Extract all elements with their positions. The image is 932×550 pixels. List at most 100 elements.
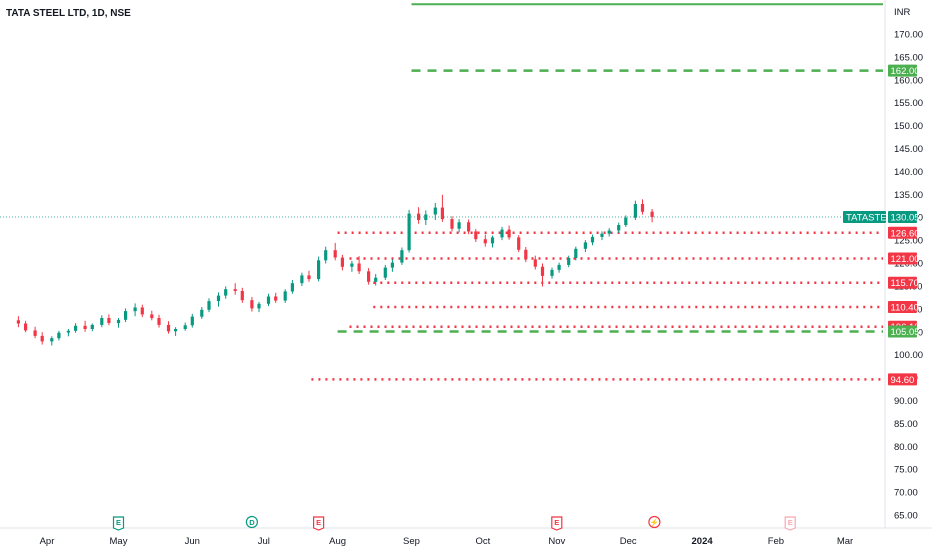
- event-marker-icon[interactable]: D: [245, 515, 258, 529]
- candle: [100, 315, 104, 328]
- time-scale[interactable]: Apr May Jun Jul Aug Sep Oct Nov Dec 2024 Feb Mar: [0, 527, 932, 547]
- candle: [633, 200, 637, 220]
- event-marker-icon[interactable]: ⚡: [648, 515, 661, 529]
- candle: [567, 255, 571, 268]
- y-tick-label: 150.00: [894, 121, 923, 132]
- candle: [307, 270, 311, 282]
- candle: [550, 267, 554, 279]
- candle: [383, 264, 387, 280]
- x-tick-label: Nov: [548, 536, 565, 547]
- candle: [257, 302, 261, 313]
- candle: [190, 313, 194, 328]
- event-marker-letter: E: [116, 518, 121, 527]
- candle: [50, 336, 54, 346]
- x-tick-label: Mar: [837, 536, 853, 547]
- event-marker-icon[interactable]: E: [551, 516, 563, 531]
- candle: [540, 263, 545, 287]
- candle: [116, 318, 121, 328]
- candle: [424, 210, 428, 225]
- event-marker-icon[interactable]: E: [112, 516, 125, 531]
- candle: [624, 215, 628, 227]
- candle: [400, 247, 404, 265]
- candle: [290, 280, 294, 294]
- candle: [440, 194, 444, 222]
- y-tick-label: 135.00: [894, 190, 923, 201]
- y-tick-label: 140.00: [894, 167, 923, 178]
- x-tick-label: Feb: [768, 536, 784, 547]
- y-tick-label: 155.00: [894, 98, 923, 109]
- candle: [617, 222, 621, 233]
- candle: [107, 314, 111, 326]
- candle: [474, 229, 478, 242]
- candle: [640, 199, 645, 215]
- y-tick-label: 160.00: [894, 75, 923, 86]
- event-marker-letter: E: [316, 518, 321, 527]
- level-price-badge: 105.05: [888, 325, 920, 338]
- candle: [524, 247, 528, 263]
- candle: [583, 240, 587, 253]
- candle: [324, 246, 328, 264]
- y-tick-label: 125.00: [894, 236, 923, 247]
- level-price-badge: 126.60: [888, 226, 920, 239]
- candle: [66, 329, 70, 337]
- candle: [24, 320, 28, 333]
- candle: [490, 235, 495, 248]
- level-price-label: 162.00: [891, 66, 920, 77]
- candle: [367, 268, 371, 285]
- x-tick-label: Sep: [403, 536, 420, 547]
- level-price-label: 110.40: [891, 303, 919, 314]
- candle: [350, 260, 354, 272]
- event-marker-letter: E: [788, 518, 793, 527]
- candle: [340, 254, 344, 271]
- candle: [607, 228, 611, 237]
- event-marker-icon[interactable]: E: [784, 516, 796, 531]
- level-price-badge: 115.70: [888, 276, 919, 289]
- candle: [57, 330, 61, 341]
- y-tick-label: 165.00: [894, 52, 923, 63]
- candle: [16, 316, 20, 328]
- x-tick-label: May: [110, 536, 128, 547]
- candle: [467, 219, 471, 235]
- level-price-label: 94.60: [891, 375, 915, 386]
- candle: [517, 235, 521, 253]
- symbol-badge: TATASTEEL: [843, 211, 898, 224]
- candle: [557, 262, 561, 273]
- candle: [174, 327, 178, 336]
- candle: [407, 209, 411, 253]
- candle: [600, 231, 604, 241]
- y-tick-label: 75.00: [894, 465, 918, 476]
- y-tick-label: 80.00: [894, 442, 918, 453]
- level-price-label: 121.00: [891, 254, 920, 265]
- currency-label: INR: [894, 7, 911, 18]
- candle: [157, 314, 161, 328]
- level-price-label: 115.70: [891, 278, 919, 289]
- y-tick-label: 85.00: [894, 419, 918, 430]
- candle: [224, 286, 228, 299]
- y-tick-label: 170.00: [894, 30, 923, 41]
- candle: [166, 321, 171, 334]
- candle: [74, 323, 78, 333]
- candle: [33, 326, 37, 339]
- event-marker-icon[interactable]: E: [313, 516, 325, 531]
- level-price-badge: 121.00: [888, 252, 920, 265]
- x-tick-label: 2024: [692, 536, 714, 547]
- candle: [283, 289, 287, 303]
- candle: [500, 226, 504, 241]
- event-marker-letter: ⚡: [650, 518, 659, 527]
- candle: [450, 216, 454, 232]
- x-tick-label: Jun: [185, 536, 200, 547]
- candle: [140, 304, 144, 318]
- candle: [90, 323, 94, 332]
- candle: [216, 292, 221, 307]
- last-price-label: 130.05: [891, 213, 920, 224]
- candle: [207, 298, 211, 313]
- candle: [200, 307, 204, 319]
- candle: [83, 320, 87, 332]
- x-tick-label: Aug: [329, 536, 346, 547]
- candle: [457, 219, 461, 233]
- y-tick-label: 145.00: [894, 144, 923, 155]
- x-tick-label: Oct: [476, 536, 491, 547]
- last-price-badge: 130.05: [888, 211, 920, 224]
- candle: [574, 246, 578, 261]
